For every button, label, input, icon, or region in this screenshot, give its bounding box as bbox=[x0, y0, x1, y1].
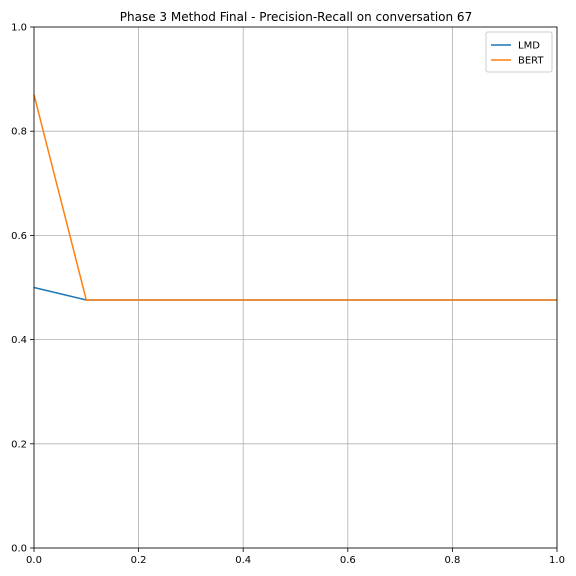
x-tick-label: 1.0 bbox=[549, 555, 565, 566]
y-tick-label: 0.6 bbox=[11, 231, 27, 242]
y-tick-label: 0.4 bbox=[11, 335, 27, 346]
chart-title: Phase 3 Method Final - Precision-Recall … bbox=[120, 10, 472, 24]
y-tick-label: 1.0 bbox=[11, 23, 27, 34]
y-tick-label: 0.8 bbox=[11, 127, 27, 138]
legend: LMD BERT bbox=[485, 31, 553, 73]
x-tick-label: 0.8 bbox=[444, 555, 460, 566]
series-line-bert bbox=[33, 94, 557, 301]
x-tick-label: 0.4 bbox=[235, 555, 251, 566]
legend-frame bbox=[485, 31, 553, 73]
legend-label-lmd: LMD bbox=[518, 41, 540, 52]
x-tick-label: 0.2 bbox=[131, 555, 147, 566]
axis-ticks: 0.0 0.2 0.4 0.6 0.8 1.0 0.0 0.2 0.4 0.6 0.8 1.0 bbox=[11, 23, 565, 567]
series-layer bbox=[33, 94, 557, 301]
plot-frame bbox=[33, 26, 558, 549]
legend-label-bert: BERT bbox=[518, 56, 544, 67]
grid bbox=[33, 26, 558, 549]
x-tick-label: 0.0 bbox=[26, 555, 42, 566]
y-tick-label: 0.2 bbox=[11, 439, 27, 450]
x-tick-label: 0.6 bbox=[340, 555, 356, 566]
series-line-lmd bbox=[33, 286, 557, 301]
y-tick-label: 0.0 bbox=[11, 544, 27, 555]
